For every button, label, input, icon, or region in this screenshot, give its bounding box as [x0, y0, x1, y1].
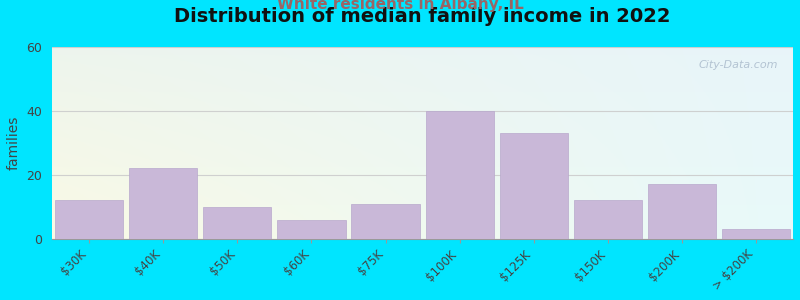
Bar	[426, 111, 494, 239]
Title: Distribution of median family income in 2022: Distribution of median family income in …	[174, 7, 671, 26]
Text: White residents in Albany, IL: White residents in Albany, IL	[277, 0, 523, 12]
Bar	[500, 133, 568, 239]
Bar	[722, 229, 790, 239]
Bar	[129, 168, 198, 239]
Bar	[351, 204, 420, 239]
Bar	[55, 200, 123, 239]
Bar	[648, 184, 716, 239]
Bar	[203, 207, 271, 239]
Text: City-Data.com: City-Data.com	[698, 60, 778, 70]
Bar	[574, 200, 642, 239]
Bar	[278, 220, 346, 239]
Y-axis label: families: families	[7, 116, 21, 170]
